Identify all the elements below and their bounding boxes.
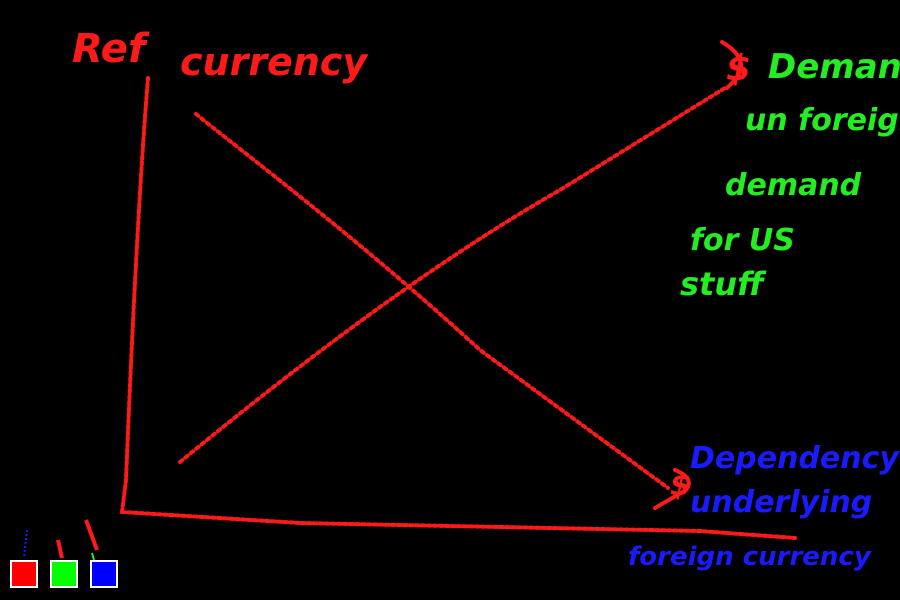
upward-sloping-line (178, 86, 727, 464)
tool-stroke-red-1 (56, 539, 64, 559)
red-color-swatch[interactable] (10, 560, 38, 588)
supply-note-3: foreign currency (628, 542, 872, 572)
supply-note-2: underlying (690, 485, 872, 520)
supply-note-1: Dependency (690, 441, 900, 476)
arrow-upper-right (720, 40, 744, 90)
ref-label: Ref (72, 26, 150, 72)
downward-sloping-line (194, 112, 670, 490)
tool-stroke-red-2 (84, 519, 99, 551)
demand-note-3: for US (690, 223, 795, 258)
tool-stroke-green (91, 552, 95, 561)
demand-note-1: un foreign (745, 103, 900, 138)
dollar-label-top: $ (726, 48, 751, 89)
tool-stroke-blue (23, 529, 28, 557)
green-color-swatch[interactable] (50, 560, 78, 588)
demand-note-2: demand (725, 168, 862, 203)
dollar-label-bottom: $ (670, 468, 691, 503)
vertical-axis (120, 76, 150, 514)
arrow-lower-right (653, 468, 691, 510)
currency-label: currency (180, 40, 369, 84)
demand-note-4: stuff (680, 265, 767, 303)
horizontal-axis (120, 510, 797, 540)
demand-title: Demand (768, 47, 900, 87)
blue-color-swatch[interactable] (90, 560, 118, 588)
